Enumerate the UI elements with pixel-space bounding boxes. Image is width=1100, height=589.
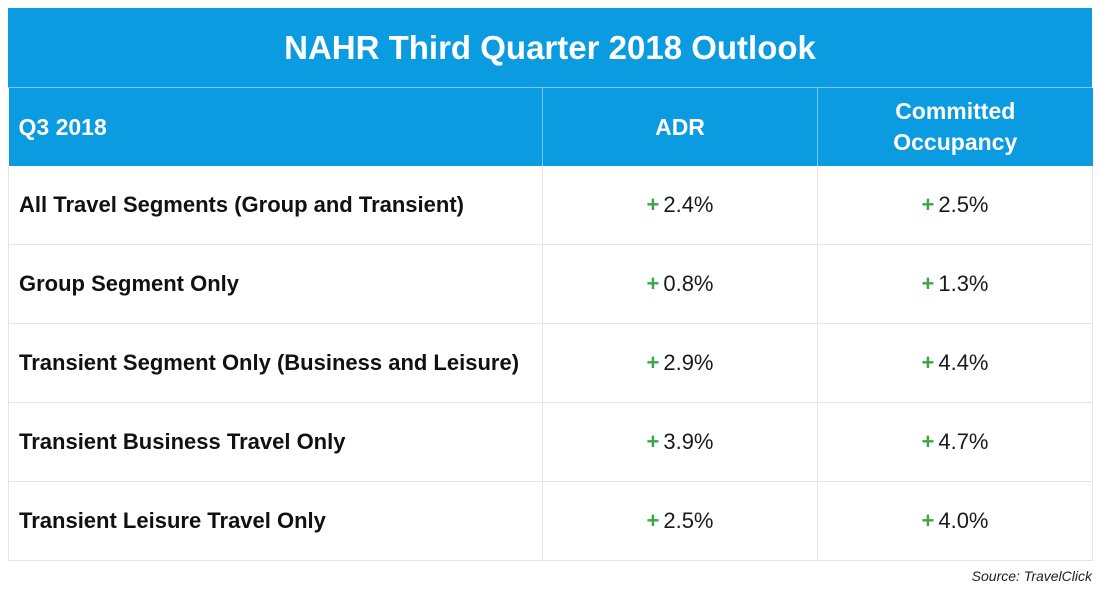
outlook-table: Q3 2018 ADR Committed Occupancy All Trav… [8,88,1093,561]
table-row: Transient Leisure Travel Only +2.5% +4.0… [8,481,1093,561]
table-row: Transient Segment Only (Business and Lei… [8,323,1093,403]
header-segment: Q3 2018 [8,88,543,166]
plus-icon: + [646,508,660,533]
occupancy-value: 4.4% [938,350,989,375]
adr-cell: +2.4% [542,166,818,245]
plus-icon: + [921,271,935,296]
plus-icon: + [646,192,660,217]
source-caption: Source: TravelClick [971,568,1092,584]
occupancy-cell: +1.3% [817,244,1093,324]
plus-icon: + [646,271,660,296]
occupancy-cell: +4.7% [817,402,1093,482]
occupancy-value: 1.3% [938,271,989,296]
adr-value: 3.9% [663,429,714,454]
plus-icon: + [921,508,935,533]
table-title: NAHR Third Quarter 2018 Outlook [8,8,1092,88]
occupancy-value: 2.5% [938,192,989,217]
occupancy-value: 4.0% [938,508,989,533]
plus-icon: + [921,192,935,217]
occupancy-value: 4.7% [938,429,989,454]
outlook-table-container: NAHR Third Quarter 2018 Outlook Q3 2018 … [8,8,1093,561]
header-occupancy-line1: Committed [895,98,1016,124]
header-row: Q3 2018 ADR Committed Occupancy [8,88,1093,166]
plus-icon: + [646,429,660,454]
adr-cell: +3.9% [542,402,818,482]
segment-cell: Group Segment Only [8,244,543,324]
segment-cell: Transient Business Travel Only [8,402,543,482]
table-row: Transient Business Travel Only +3.9% +4.… [8,402,1093,482]
plus-icon: + [921,429,935,454]
adr-cell: +2.9% [542,323,818,403]
occupancy-cell: +4.0% [817,481,1093,561]
plus-icon: + [646,350,660,375]
header-occupancy-line2: Occupancy [893,129,1018,155]
plus-icon: + [921,350,935,375]
segment-cell: Transient Leisure Travel Only [8,481,543,561]
adr-cell: +2.5% [542,481,818,561]
table-row: All Travel Segments (Group and Transient… [8,166,1093,245]
adr-cell: +0.8% [542,244,818,324]
occupancy-cell: +4.4% [817,323,1093,403]
segment-cell: Transient Segment Only (Business and Lei… [8,323,543,403]
adr-value: 2.9% [663,350,714,375]
table-row: Group Segment Only +0.8% +1.3% [8,244,1093,324]
adr-value: 2.4% [663,192,714,217]
header-committed-occupancy: Committed Occupancy [817,88,1093,166]
adr-value: 2.5% [663,508,714,533]
occupancy-cell: +2.5% [817,166,1093,245]
header-adr: ADR [542,88,818,166]
adr-value: 0.8% [663,271,714,296]
segment-cell: All Travel Segments (Group and Transient… [8,166,543,245]
